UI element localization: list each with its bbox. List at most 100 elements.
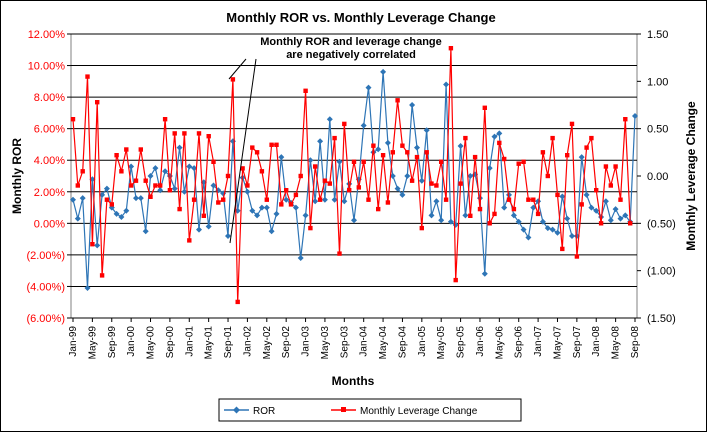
ror-point	[321, 196, 328, 203]
y-tick-label: (4.00%)	[26, 281, 65, 293]
series-leverage-change	[70, 46, 633, 305]
ror-point	[389, 173, 396, 179]
leverage-point	[104, 197, 110, 202]
ror-point	[515, 218, 522, 225]
x-tick-label: Jan-06	[475, 326, 486, 357]
ror-point	[157, 187, 164, 194]
leverage-point	[172, 131, 177, 136]
ror-point	[501, 204, 508, 211]
leverage-point	[443, 197, 449, 202]
x-tick-label: Sep-07	[572, 326, 583, 359]
ror-point	[263, 204, 270, 211]
leverage-point	[70, 117, 76, 122]
x-tick-label: May-99	[87, 326, 98, 360]
plot-area	[70, 33, 638, 319]
y-axis-title: Monthly ROR	[10, 138, 24, 214]
ror-point	[520, 226, 527, 233]
y-tick-label: 12.00%	[28, 29, 66, 41]
ror-point	[307, 157, 314, 164]
leverage-point	[618, 197, 623, 202]
leverage-point	[293, 192, 299, 198]
ror-point	[588, 204, 595, 211]
leverage-point	[555, 192, 560, 198]
annotation-text: Monthly ROR and leverage change are negat…	[260, 36, 442, 61]
leverage-point	[211, 159, 216, 164]
leverage-point	[613, 164, 618, 169]
leverage-point	[463, 135, 468, 141]
y2-tick-label: (0.50)	[647, 218, 676, 230]
ror-point	[569, 233, 575, 239]
leverage-point	[574, 254, 580, 259]
leverage-point	[502, 156, 507, 162]
leverage-point	[191, 197, 197, 202]
ror-point	[443, 81, 450, 88]
leverage-point	[472, 154, 478, 160]
leverage-point	[535, 211, 541, 217]
leverage-point	[492, 211, 497, 217]
leverage-point	[608, 183, 613, 188]
ror-point	[103, 185, 110, 192]
leverage-point	[458, 181, 463, 186]
leverage-point	[584, 145, 589, 150]
y-tick-label: 2.00%	[34, 187, 65, 199]
leverage-point	[133, 178, 139, 183]
y2-tick-label: (1.00)	[647, 266, 676, 278]
ror-point	[74, 215, 81, 222]
leverage-point	[201, 213, 206, 218]
ror-point	[152, 165, 159, 172]
ror-point	[554, 229, 561, 236]
x-tick-label: Jan-02	[242, 326, 253, 357]
ror-point	[530, 204, 537, 211]
leverage-point	[182, 131, 187, 136]
y2-tick-label: 0.00	[647, 171, 668, 183]
ror-point	[171, 185, 178, 192]
ror-point	[612, 206, 619, 213]
ror-point	[225, 233, 231, 239]
x-tick-label: Sep-05	[456, 326, 467, 359]
leverage-point	[85, 74, 90, 79]
leverage-point	[497, 140, 502, 146]
ror-point	[268, 228, 275, 235]
leverage-point	[235, 299, 240, 305]
legend-ror-label: ROR	[253, 406, 275, 417]
x-tick-label: Sep-00	[165, 326, 176, 359]
ror-point	[292, 204, 299, 211]
leverage-point	[628, 221, 633, 226]
leverage-point	[371, 143, 376, 148]
leverage-point	[579, 202, 584, 207]
ror-point	[375, 146, 382, 153]
leverage-point	[259, 169, 265, 174]
y-tick-label: 10.00%	[28, 61, 66, 73]
ror-point	[118, 214, 125, 220]
leverage-point	[119, 169, 124, 174]
ror-point	[404, 173, 411, 179]
ror-point	[438, 217, 445, 224]
leverage-point	[361, 159, 366, 164]
leverage-point	[225, 173, 231, 179]
leverage-point	[327, 181, 332, 186]
leverage-point	[356, 185, 361, 190]
ror-point	[133, 195, 139, 202]
leverage-point	[598, 221, 604, 226]
ror-point	[137, 195, 144, 202]
x-tick-label: May-02	[262, 326, 273, 360]
leverage-point	[206, 134, 211, 139]
ror-point	[380, 68, 387, 75]
ror-point	[384, 139, 391, 146]
ror-point	[312, 198, 319, 205]
leverage-point	[216, 200, 221, 205]
y2-tick-label: 1.50	[647, 29, 668, 41]
ror-point	[462, 212, 469, 219]
ror-point	[351, 217, 357, 224]
leverage-point	[385, 200, 391, 205]
ror-point	[94, 242, 101, 249]
ror-point	[583, 191, 590, 198]
leverage-point	[162, 117, 168, 122]
x-tick-label: May-00	[146, 326, 157, 360]
leverage-point	[550, 135, 555, 141]
leverage-point	[148, 194, 153, 199]
leverage-point	[298, 173, 303, 179]
leverage-point	[274, 142, 279, 147]
y2-tick-label: (1.50)	[647, 313, 676, 325]
